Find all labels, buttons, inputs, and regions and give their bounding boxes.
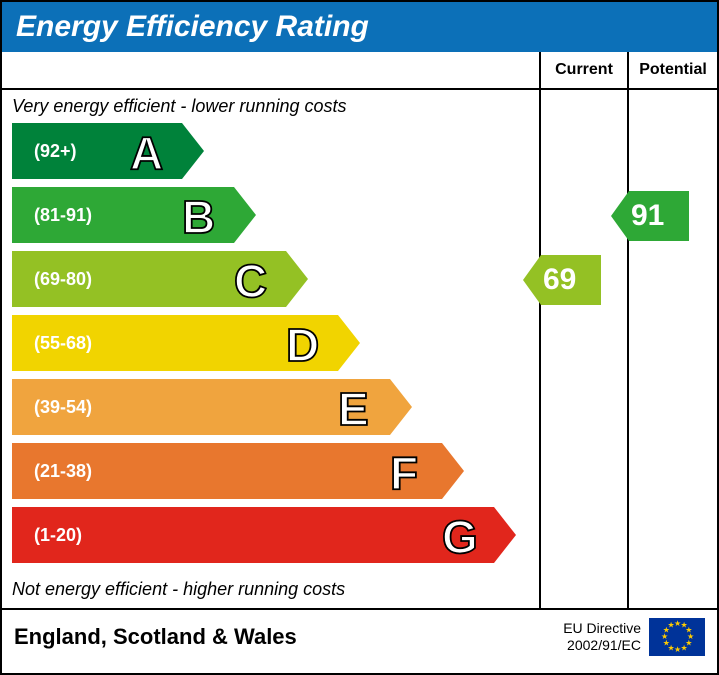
current-column: 69 bbox=[541, 90, 629, 608]
eu-flag-icon: ★★★★★★★★★★★★ bbox=[649, 618, 705, 656]
band-range-label: (92+) bbox=[22, 123, 77, 179]
svg-text:C: C bbox=[234, 255, 267, 307]
directive-line1: EU Directive bbox=[563, 620, 641, 636]
bands-container: (92+) A (81-91) B (69-80) C (55-68) D (39-54) E (2… bbox=[2, 119, 539, 575]
svg-text:F: F bbox=[390, 447, 418, 499]
eu-star: ★ bbox=[681, 643, 688, 652]
svg-text:B: B bbox=[182, 191, 215, 243]
band-range-label: (69-80) bbox=[22, 251, 92, 307]
band-range-label: (39-54) bbox=[22, 379, 92, 435]
svg-text:D: D bbox=[286, 319, 319, 371]
energy-efficiency-chart: Energy Efficiency Rating Current Potenti… bbox=[0, 0, 719, 675]
current-rating-arrow: 69 bbox=[523, 255, 601, 305]
potential-rating-arrow: 91 bbox=[611, 191, 689, 241]
chart-body: Very energy efficient - lower running co… bbox=[2, 88, 717, 608]
band-letter: A bbox=[130, 125, 190, 181]
bands-column: Very energy efficient - lower running co… bbox=[2, 90, 541, 608]
chart-title: Energy Efficiency Rating bbox=[2, 2, 717, 52]
band-row-f: (21-38) F bbox=[2, 443, 539, 499]
band-row-d: (55-68) D bbox=[2, 315, 539, 371]
directive-line2: 2002/91/EC bbox=[567, 637, 641, 653]
svg-text:E: E bbox=[338, 383, 369, 435]
svg-text:G: G bbox=[442, 511, 478, 563]
band-range-label: (21-38) bbox=[22, 443, 92, 499]
band-range-label: (81-91) bbox=[22, 187, 92, 243]
bottom-caption: Not energy efficient - higher running co… bbox=[2, 575, 539, 608]
band-bar bbox=[12, 507, 516, 563]
band-range-label: (55-68) bbox=[22, 315, 92, 371]
footer-directive: EU Directive 2002/91/EC bbox=[563, 620, 641, 654]
band-letter: C bbox=[234, 253, 294, 309]
eu-star: ★ bbox=[668, 621, 675, 630]
band-range-label: (1-20) bbox=[22, 507, 82, 563]
band-letter: F bbox=[390, 445, 450, 501]
band-row-e: (39-54) E bbox=[2, 379, 539, 435]
band-row-c: (69-80) C bbox=[2, 251, 539, 307]
band-row-g: (1-20) G bbox=[2, 507, 539, 563]
top-caption: Very energy efficient - lower running co… bbox=[2, 90, 539, 119]
band-row-a: (92+) A bbox=[2, 123, 539, 179]
svg-text:A: A bbox=[130, 127, 163, 179]
potential-rating-arrow-value: 91 bbox=[631, 191, 664, 241]
eu-star: ★ bbox=[674, 645, 681, 654]
header-potential: Potential bbox=[629, 52, 717, 88]
chart-footer: England, Scotland & Wales EU Directive 2… bbox=[2, 608, 717, 664]
header-spacer bbox=[2, 52, 541, 88]
band-row-b: (81-91) B bbox=[2, 187, 539, 243]
potential-column: 91 bbox=[629, 90, 717, 608]
header-current: Current bbox=[541, 52, 629, 88]
current-rating-arrow-value: 69 bbox=[543, 255, 576, 305]
band-letter: E bbox=[338, 381, 398, 437]
band-letter: B bbox=[182, 189, 242, 245]
band-letter: D bbox=[286, 317, 346, 373]
column-header-row: Current Potential bbox=[2, 52, 717, 88]
band-letter: G bbox=[442, 509, 502, 565]
footer-region: England, Scotland & Wales bbox=[14, 624, 563, 650]
